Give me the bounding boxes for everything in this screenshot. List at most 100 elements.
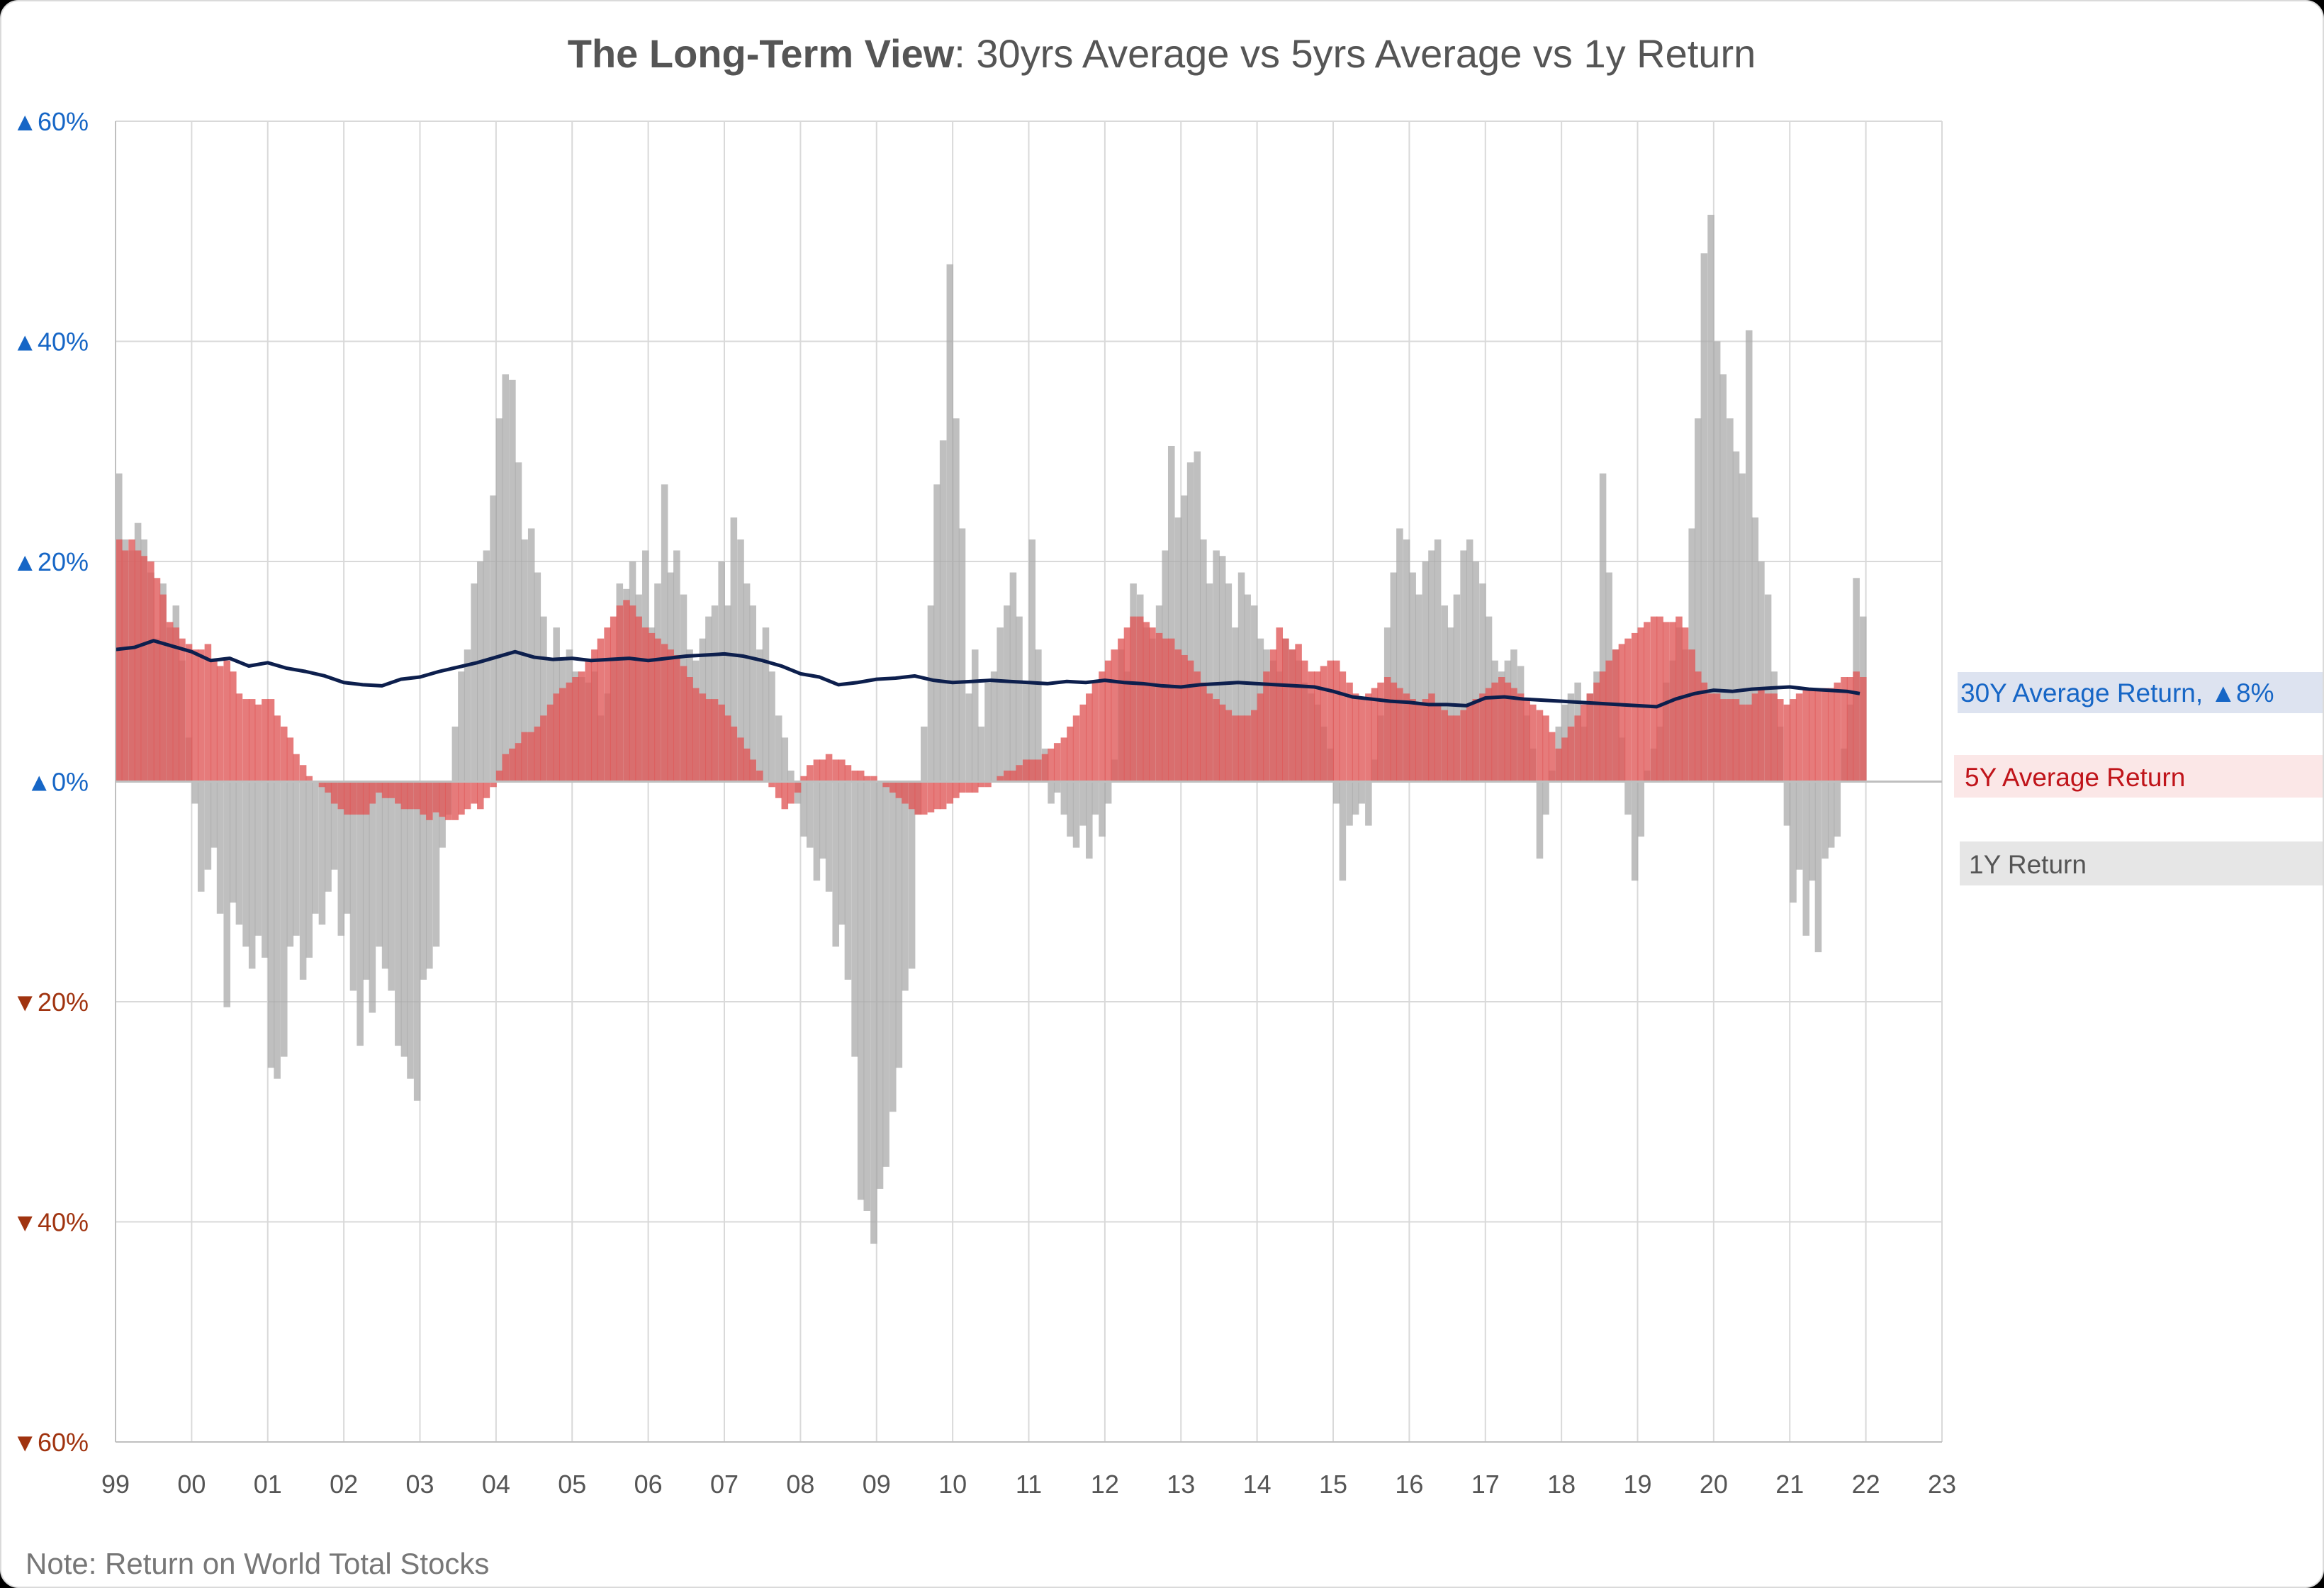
bar-1y: [1809, 781, 1816, 881]
bar-1y: [293, 781, 300, 936]
bar-5y: [1548, 732, 1556, 782]
bar-1y: [895, 781, 903, 1068]
bar-1y: [819, 781, 826, 859]
bar-1y: [432, 781, 440, 947]
bar-5y: [844, 765, 852, 782]
bar-5y: [293, 754, 300, 782]
bar-1y: [337, 781, 345, 936]
bar-1y: [984, 682, 992, 782]
bar-1y: [1339, 781, 1347, 881]
bar-5y: [483, 781, 490, 798]
bar-5y: [267, 699, 275, 782]
bar-1y: [420, 781, 427, 980]
bar-5y: [1739, 704, 1746, 782]
bar-1y: [902, 781, 909, 991]
bar-5y: [254, 704, 262, 782]
bar-5y: [1700, 682, 1708, 782]
x-tick-label: 21: [1775, 1470, 1804, 1499]
bar-5y: [286, 737, 294, 782]
bar-1y: [1079, 781, 1087, 826]
bar-5y: [673, 654, 680, 782]
bar-1y: [870, 781, 877, 1244]
bar-5y: [521, 732, 528, 782]
bar-1y: [965, 693, 972, 782]
bar-5y: [1510, 688, 1517, 782]
bar-5y: [889, 781, 897, 793]
bar-5y: [223, 660, 231, 782]
bar-5y: [730, 726, 738, 782]
bar-1y: [490, 495, 497, 782]
legend-1y-label: 1Y Return: [1969, 850, 2087, 879]
bar-5y: [737, 737, 744, 782]
bar-5y: [661, 644, 668, 782]
bar-1y: [971, 649, 979, 782]
bar-1y: [990, 671, 998, 782]
x-tick-label: 04: [482, 1470, 510, 1499]
bar-5y: [216, 666, 224, 782]
bar-5y: [1060, 737, 1068, 782]
bar-5y: [1790, 699, 1797, 782]
bar-1y: [1004, 605, 1011, 782]
bar-5y: [724, 715, 731, 782]
bar-5y: [1022, 759, 1030, 782]
bar-1y: [1053, 781, 1061, 793]
bar-1y: [1067, 781, 1074, 837]
bar-5y: [794, 781, 802, 793]
bar-5y: [1091, 682, 1099, 782]
bar-5y: [939, 781, 947, 810]
bar-5y: [1232, 715, 1239, 782]
bar-5y: [1333, 660, 1340, 782]
bar-1y: [1637, 781, 1645, 837]
bar-5y: [1009, 770, 1017, 782]
bar-5y: [1237, 715, 1245, 782]
bar-5y: [1314, 671, 1321, 782]
bar-5y: [451, 781, 459, 820]
bar-1y: [376, 781, 383, 947]
bar-5y: [179, 638, 186, 782]
y-tick-label: ▲60%: [12, 107, 89, 136]
bar-5y: [629, 605, 636, 782]
bar-1y: [413, 781, 421, 1101]
bar-1y: [1795, 781, 1803, 870]
bar-5y: [895, 781, 903, 798]
bar-1y: [1200, 539, 1207, 782]
bar-5y: [1200, 682, 1207, 782]
bar-5y: [1650, 616, 1658, 782]
bar-1y: [1536, 781, 1544, 859]
bar-5y: [654, 638, 661, 782]
bar-5y: [395, 781, 402, 804]
bar-5y: [1409, 699, 1416, 782]
bar-1y: [882, 781, 889, 1167]
bar-1y: [800, 781, 807, 837]
bar-1y: [1428, 550, 1435, 782]
bar-5y: [281, 726, 288, 782]
bar-5y: [623, 600, 630, 782]
bar-5y: [635, 616, 642, 782]
x-tick-label: 12: [1091, 1470, 1119, 1499]
bar-1y: [838, 781, 846, 925]
bar-5y: [604, 627, 611, 782]
bar-5y: [1460, 710, 1467, 782]
bar-1y: [1244, 594, 1251, 782]
bar-5y: [775, 781, 782, 798]
bar-5y: [128, 539, 135, 782]
bar-1y: [711, 605, 719, 782]
bar-1y: [1346, 781, 1353, 826]
bar-1y: [1358, 781, 1365, 804]
bar-1y: [1016, 616, 1023, 782]
bar-5y: [1758, 688, 1765, 782]
bar-5y: [1841, 677, 1848, 782]
bar-5y: [515, 743, 522, 782]
bar-5y: [787, 781, 795, 804]
x-tick-label: 23: [1928, 1470, 1956, 1499]
bar-5y: [572, 677, 579, 782]
bar-1y: [471, 583, 478, 782]
bar-5y: [1016, 765, 1023, 782]
bar-1y: [1783, 781, 1791, 826]
bar-1y: [1745, 330, 1753, 782]
bar-5y: [927, 781, 935, 812]
bar-5y: [553, 693, 560, 782]
bar-5y: [1727, 699, 1734, 782]
bar-1y: [477, 561, 484, 782]
